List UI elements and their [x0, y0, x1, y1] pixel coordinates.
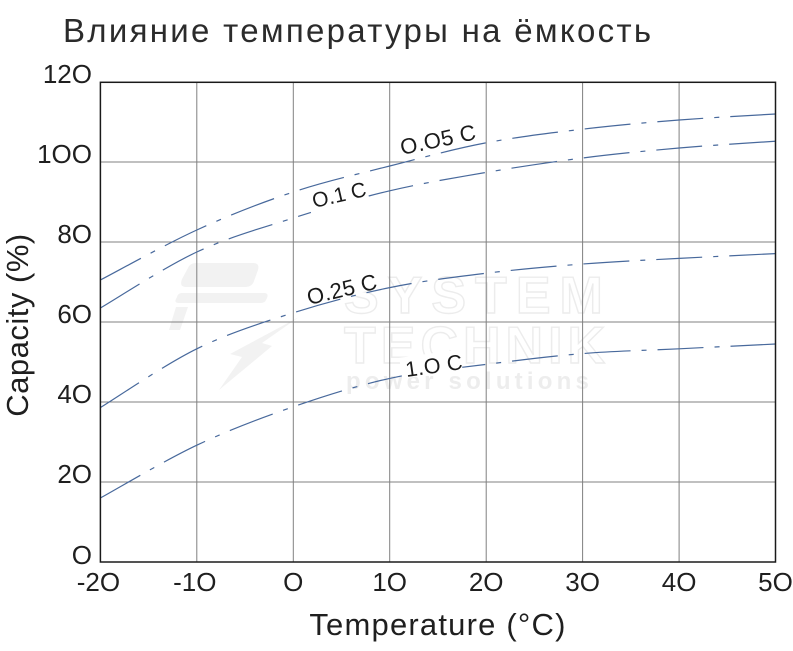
- svg-text:Влияние температуры на ёмкость: Влияние температуры на ёмкость: [63, 12, 653, 49]
- svg-text:TECHNIK: TECHNIK: [344, 317, 610, 375]
- svg-text:1O: 1O: [372, 567, 407, 597]
- svg-text:4O: 4O: [662, 567, 697, 597]
- svg-text:Temperature (°C): Temperature (°C): [309, 607, 566, 642]
- svg-text:power solutions: power solutions: [346, 368, 593, 395]
- svg-text:5O: 5O: [758, 567, 793, 597]
- svg-text:12O: 12O: [43, 59, 92, 89]
- svg-text:4O: 4O: [57, 379, 92, 409]
- svg-text:6O: 6O: [57, 299, 92, 329]
- svg-text:O: O: [72, 540, 92, 570]
- svg-text:O: O: [283, 567, 303, 597]
- svg-text:2O: 2O: [57, 459, 92, 489]
- svg-text:2O: 2O: [469, 567, 504, 597]
- svg-text:SYSTEM: SYSTEM: [344, 267, 612, 325]
- svg-text:3O: 3O: [565, 567, 600, 597]
- svg-text:-1O: -1O: [173, 567, 216, 597]
- svg-text:1OO: 1OO: [37, 139, 92, 169]
- svg-text:Capacity (%): Capacity (%): [0, 233, 35, 416]
- svg-text:8O: 8O: [57, 219, 92, 249]
- svg-text:O.O5 C: O.O5 C: [398, 119, 478, 159]
- svg-text:-2O: -2O: [77, 567, 120, 597]
